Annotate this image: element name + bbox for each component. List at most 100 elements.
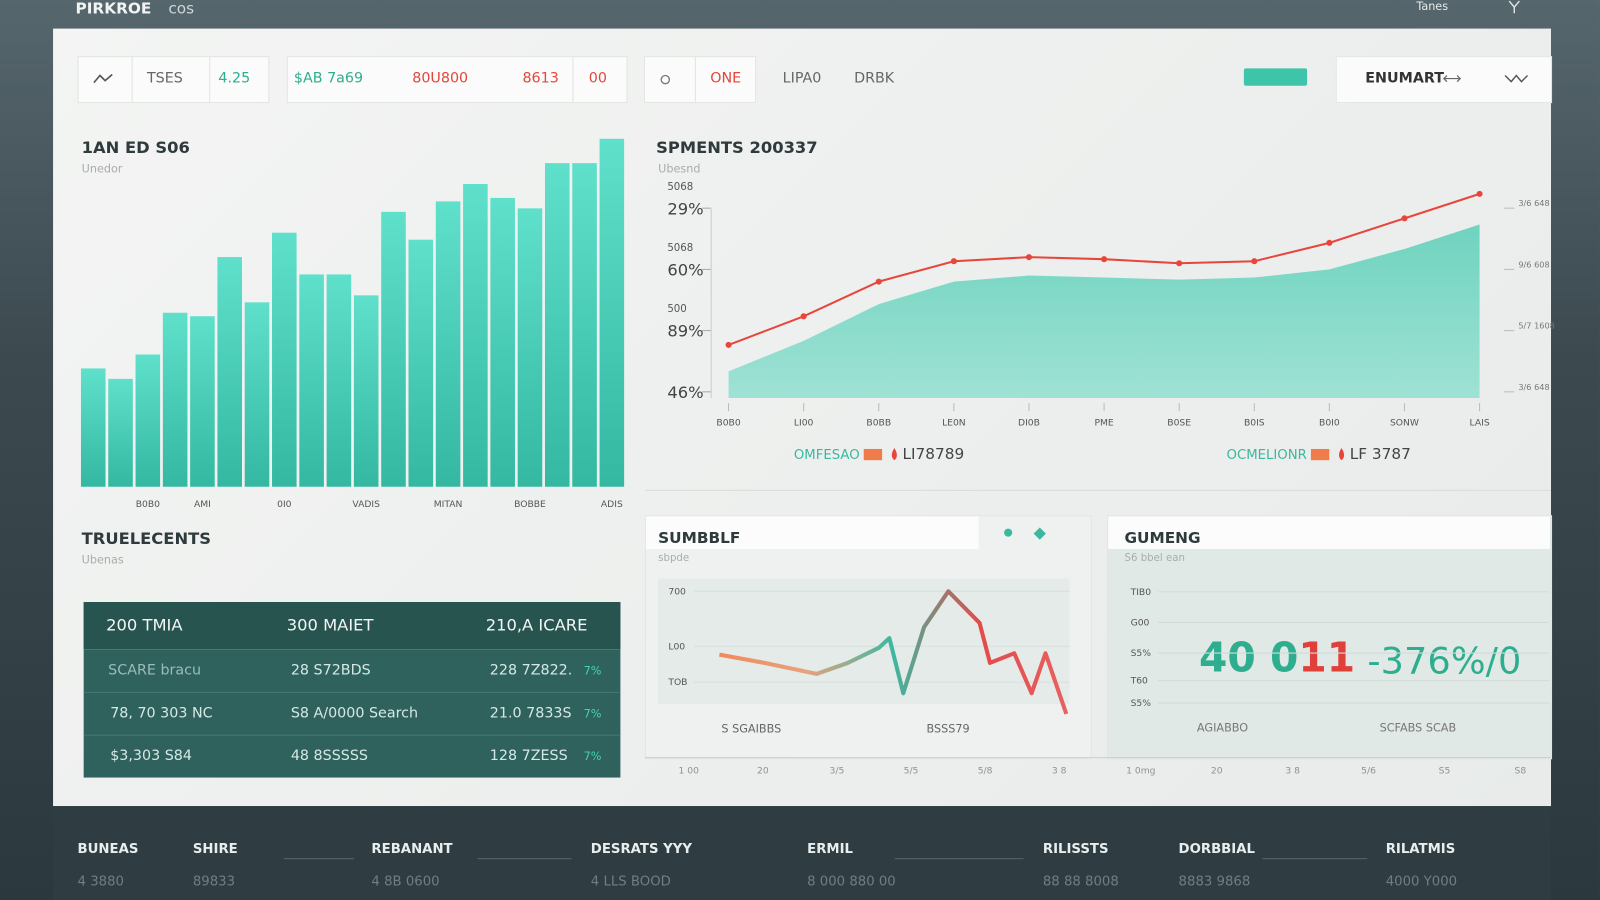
- x-label: 5/5: [904, 765, 919, 776]
- kpi-x-label: 3 8: [1285, 765, 1300, 776]
- axis-line: [644, 757, 1552, 759]
- annotation: S SGAIBBS: [721, 723, 781, 736]
- table-cell: 48 8SSSSS: [290, 747, 368, 765]
- toolbar-item[interactable]: DRBK: [854, 70, 895, 87]
- x-tick-label: B0B0: [136, 499, 160, 510]
- toolbar-item: 8613: [522, 70, 559, 87]
- bar: [108, 378, 133, 487]
- x-tick-label: B0SE: [1167, 418, 1191, 429]
- table-cell: 78, 70 303 NC: [110, 705, 213, 722]
- toolbar-cell[interactable]: [694, 56, 757, 104]
- close-icon[interactable]: [1507, 0, 1521, 14]
- bar: [326, 274, 352, 487]
- kpi-card: [1107, 515, 1553, 760]
- card-title: SUMBBLF: [658, 528, 741, 547]
- kpi-x-label: 5/6: [1361, 765, 1376, 776]
- legend-value: LF 3787: [1350, 445, 1411, 463]
- chart-title: SPMENTS 200337: [656, 137, 818, 158]
- toolbar-item: 00: [588, 70, 607, 87]
- card-header: [1108, 516, 1550, 549]
- x-tick-label: B0BB: [866, 418, 891, 429]
- bar: [299, 274, 324, 487]
- search-icon[interactable]: [659, 73, 673, 85]
- change-cell: 7%: [583, 749, 602, 764]
- card-header: [645, 516, 979, 549]
- toolbar-item: 80U800: [412, 70, 469, 87]
- table-cell: 28 S72BDS: [290, 662, 371, 679]
- x-label: 1 00: [679, 765, 700, 776]
- x-tick-label: BOBBE: [514, 499, 546, 510]
- toolbar-cell: [209, 56, 270, 104]
- footer-value: 4 8B 0600: [371, 874, 440, 890]
- x-label: 3 8: [1052, 765, 1067, 776]
- toolbar-item[interactable]: LIPA0: [782, 70, 822, 87]
- divider: [644, 489, 1552, 491]
- footer-value: 8883 9868: [1178, 874, 1251, 890]
- footer-value: 88 88 8008: [1042, 874, 1119, 890]
- bar: [599, 138, 625, 487]
- footer-label: REBANANT: [371, 841, 453, 858]
- legend-swatch: [863, 448, 883, 461]
- y-tick-label: 29%: [667, 199, 703, 218]
- y2-label: 3/6 648: [1518, 382, 1549, 392]
- bar: [490, 197, 515, 487]
- kpi-x-label: S8: [1515, 765, 1527, 776]
- table-cell: 21.0 7833S: [489, 705, 572, 722]
- user[interactable]: Tanes: [1416, 0, 1449, 14]
- area: [728, 224, 1480, 398]
- bar: [381, 211, 406, 487]
- toolbar-item: 4.25: [218, 70, 251, 87]
- bar: [572, 163, 597, 487]
- table: 200 TMIA 300 MAIET 210,A ICARE SCARE bracu 2…: [83, 602, 621, 778]
- legend-label: OMFESAO: [794, 448, 860, 463]
- kpi-y-label: T60: [1130, 676, 1148, 687]
- point: [1326, 239, 1333, 246]
- table-cell: S8 A/0000 Search: [290, 705, 419, 722]
- kpi-value-b: 11: [1298, 634, 1356, 682]
- x-tick-label: DI0B: [1018, 418, 1040, 429]
- toolbar-item[interactable]: ENUMART: [1365, 70, 1444, 87]
- footer-rule: [894, 858, 1024, 860]
- legend-swatch: [1310, 448, 1330, 461]
- toolbar-item: $AB 7a69: [293, 70, 364, 87]
- card-icons[interactable]: [1000, 526, 1051, 544]
- table-title: TRUELECENTS: [81, 528, 211, 548]
- status-pill[interactable]: [1243, 68, 1308, 86]
- chart-subtitle: Unedor: [81, 162, 123, 176]
- bar: [463, 184, 488, 487]
- card-subtitle: S6 bbel ean: [1124, 553, 1186, 565]
- x-tick-label: VADIS: [352, 499, 380, 510]
- x-tick-label: 0I0: [277, 499, 292, 510]
- point: [875, 278, 882, 285]
- bar: [272, 232, 297, 487]
- footer-rule: [283, 858, 355, 860]
- header-cell: 210,A ICARE: [485, 615, 588, 635]
- point: [950, 258, 957, 265]
- footer-value: 89833: [192, 874, 236, 890]
- swap-icon[interactable]: [1442, 72, 1462, 84]
- kpi-y-label: S5%: [1131, 698, 1152, 709]
- bar: [80, 368, 106, 487]
- y2-label: 5/7 1608: [1518, 321, 1554, 331]
- chart-title: 1AN ED S06: [81, 137, 190, 158]
- point: [1251, 258, 1258, 265]
- table-subtitle: Ubenas: [81, 553, 124, 567]
- toolbar-box: [1335, 56, 1553, 104]
- bar: [435, 201, 461, 487]
- footer: [53, 806, 1552, 900]
- y2-label: 9/6 608: [1518, 259, 1549, 269]
- x-label: 3/5: [830, 765, 845, 776]
- bar: [135, 354, 161, 487]
- toolbar-item[interactable]: ONE: [710, 70, 742, 87]
- footer-rule: [477, 858, 572, 860]
- kpi-y-label: S5%: [1131, 648, 1152, 659]
- change-cell: 7%: [583, 664, 602, 678]
- annotation: BSSS79: [927, 723, 970, 736]
- chevron-icon[interactable]: [1503, 71, 1530, 85]
- menu[interactable]: cos: [168, 0, 195, 18]
- table-header: 200 TMIA 300 MAIET 210,A ICARE: [83, 602, 621, 649]
- kpi-label: SCFABS SCAB: [1379, 721, 1457, 735]
- toolbar-cell: [572, 56, 628, 104]
